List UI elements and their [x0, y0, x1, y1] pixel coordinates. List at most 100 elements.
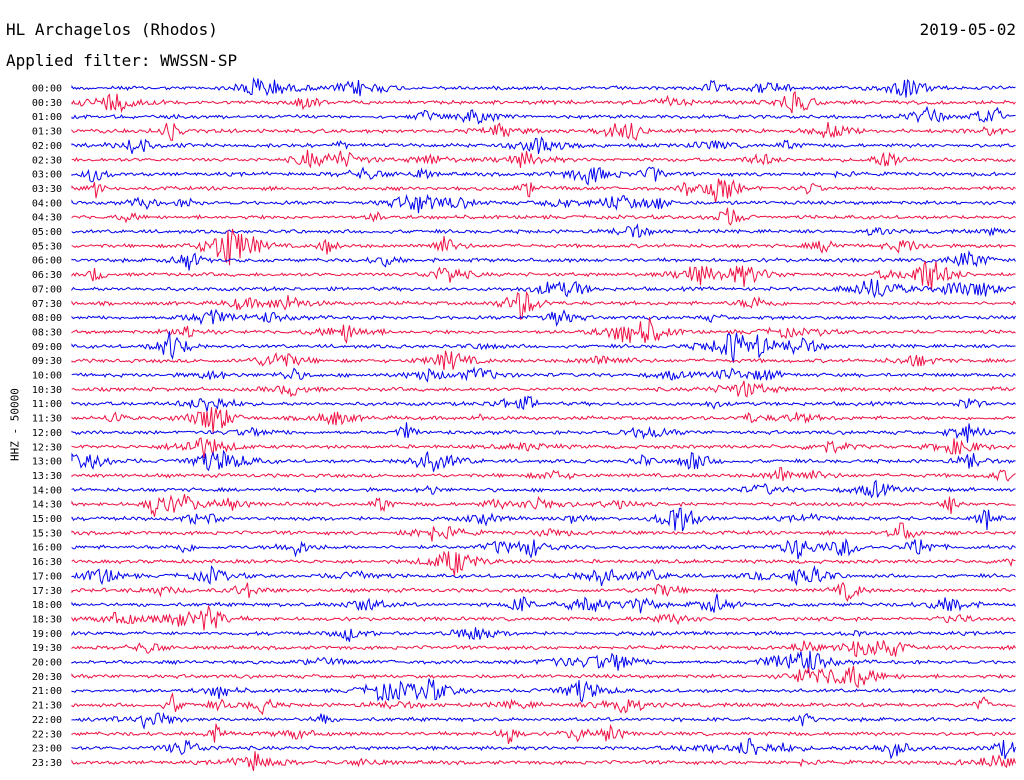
trace-row [71, 278, 1016, 299]
trace-row [71, 136, 1016, 155]
trace-row [71, 712, 1016, 730]
row-time-label: 01:00 [32, 112, 62, 123]
row-time-label: 08:30 [32, 327, 62, 338]
trace-row [71, 380, 1016, 398]
trace-row [71, 290, 1016, 320]
trace-row [71, 437, 1016, 459]
trace-row [71, 604, 1016, 631]
row-time-label: 21:30 [32, 701, 62, 712]
row-time-label: 14:30 [32, 500, 62, 511]
trace-row [71, 407, 1016, 433]
row-time-label: 14:00 [32, 485, 62, 496]
trace-row [71, 723, 1016, 745]
trace-row [71, 479, 1016, 499]
trace-row [71, 650, 1016, 674]
row-time-label: 13:00 [32, 457, 62, 468]
trace-row [71, 90, 1016, 114]
trace-row [71, 550, 1016, 576]
row-time-label: 11:30 [32, 414, 62, 425]
row-time-label: 11:00 [32, 399, 62, 410]
trace-row [71, 467, 1016, 482]
row-time-label: 03:00 [32, 170, 62, 181]
row-time-label: 17:00 [32, 571, 62, 582]
row-time-label: 23:00 [32, 744, 62, 755]
row-time-label: 02:00 [32, 141, 62, 152]
trace-row [71, 395, 1016, 412]
row-time-label: 07:00 [32, 284, 62, 295]
row-time-label: 23:30 [32, 758, 62, 769]
row-time-label: 05:30 [32, 241, 62, 252]
trace-row [71, 166, 1016, 186]
station-title: HL Archagelos (Rhodos) [6, 20, 218, 39]
trace-row [71, 223, 1016, 239]
trace-row [71, 207, 1016, 226]
trace-row [71, 507, 1016, 532]
trace-row [71, 593, 1016, 614]
row-time-label: 12:30 [32, 442, 62, 453]
row-time-label: 16:30 [32, 557, 62, 568]
row-time-label: 08:00 [32, 313, 62, 324]
trace-row [71, 522, 1016, 542]
trace-row [71, 422, 1016, 443]
row-time-label: 16:00 [32, 543, 62, 554]
trace-row [71, 665, 1016, 689]
trace-row [71, 493, 1016, 517]
trace-row [71, 366, 1016, 383]
trace-row [71, 193, 1016, 214]
row-time-label: 19:00 [32, 629, 62, 640]
trace-row [71, 77, 1016, 98]
trace-row [71, 249, 1016, 271]
trace-row [71, 581, 1016, 602]
row-time-label: 20:00 [32, 658, 62, 669]
trace-row [71, 149, 1016, 169]
row-time-label: 03:30 [32, 184, 62, 195]
row-time-label: 21:00 [32, 686, 62, 697]
row-time-label: 12:00 [32, 428, 62, 439]
row-time-label: 20:30 [32, 672, 62, 683]
row-time-label: 10:30 [32, 385, 62, 396]
filter-label: Applied filter: WWSSN-SP [6, 51, 238, 70]
row-time-label: 01:30 [32, 127, 62, 138]
row-time-label: 06:00 [32, 256, 62, 267]
trace-row [71, 350, 1016, 370]
trace-row [71, 678, 1016, 703]
row-time-label: 04:00 [32, 198, 62, 209]
row-time-label: 10:00 [32, 371, 62, 382]
trace-row [71, 640, 1016, 658]
row-time-label: 17:30 [32, 586, 62, 597]
row-time-label: 06:30 [32, 270, 62, 281]
row-time-label: 09:00 [32, 342, 62, 353]
row-time-label: 18:30 [32, 614, 62, 625]
trace-row [71, 317, 1016, 345]
trace-row [71, 260, 1016, 291]
row-time-label: 15:30 [32, 528, 62, 539]
row-time-label: 09:30 [32, 356, 62, 367]
trace-row [71, 691, 1016, 716]
row-time-label: 04:30 [32, 213, 62, 224]
row-time-label: 15:00 [32, 514, 62, 525]
trace-row [71, 228, 1016, 266]
trace-row [71, 751, 1016, 772]
row-time-label: 05:00 [32, 227, 62, 238]
trace-row [71, 627, 1016, 642]
record-date: 2019-05-02 [919, 20, 1016, 39]
trace-row [71, 308, 1016, 327]
trace-row [71, 178, 1016, 204]
trace-row [71, 121, 1016, 142]
row-time-label: 00:30 [32, 98, 62, 109]
row-time-label: 22:00 [32, 715, 62, 726]
row-time-label: 13:30 [32, 471, 62, 482]
row-time-label: 07:30 [32, 299, 62, 310]
row-time-label: 00:00 [32, 84, 62, 95]
trace-row [71, 737, 1016, 760]
trace-row [71, 565, 1016, 587]
row-time-label: 19:30 [32, 643, 62, 654]
trace-row [71, 537, 1016, 560]
row-time-label: 18:00 [32, 600, 62, 611]
trace-row [71, 449, 1016, 472]
trace-row [71, 105, 1016, 125]
row-time-label: 02:30 [32, 155, 62, 166]
trace-row [71, 331, 1016, 363]
row-time-label: 22:30 [32, 729, 62, 740]
